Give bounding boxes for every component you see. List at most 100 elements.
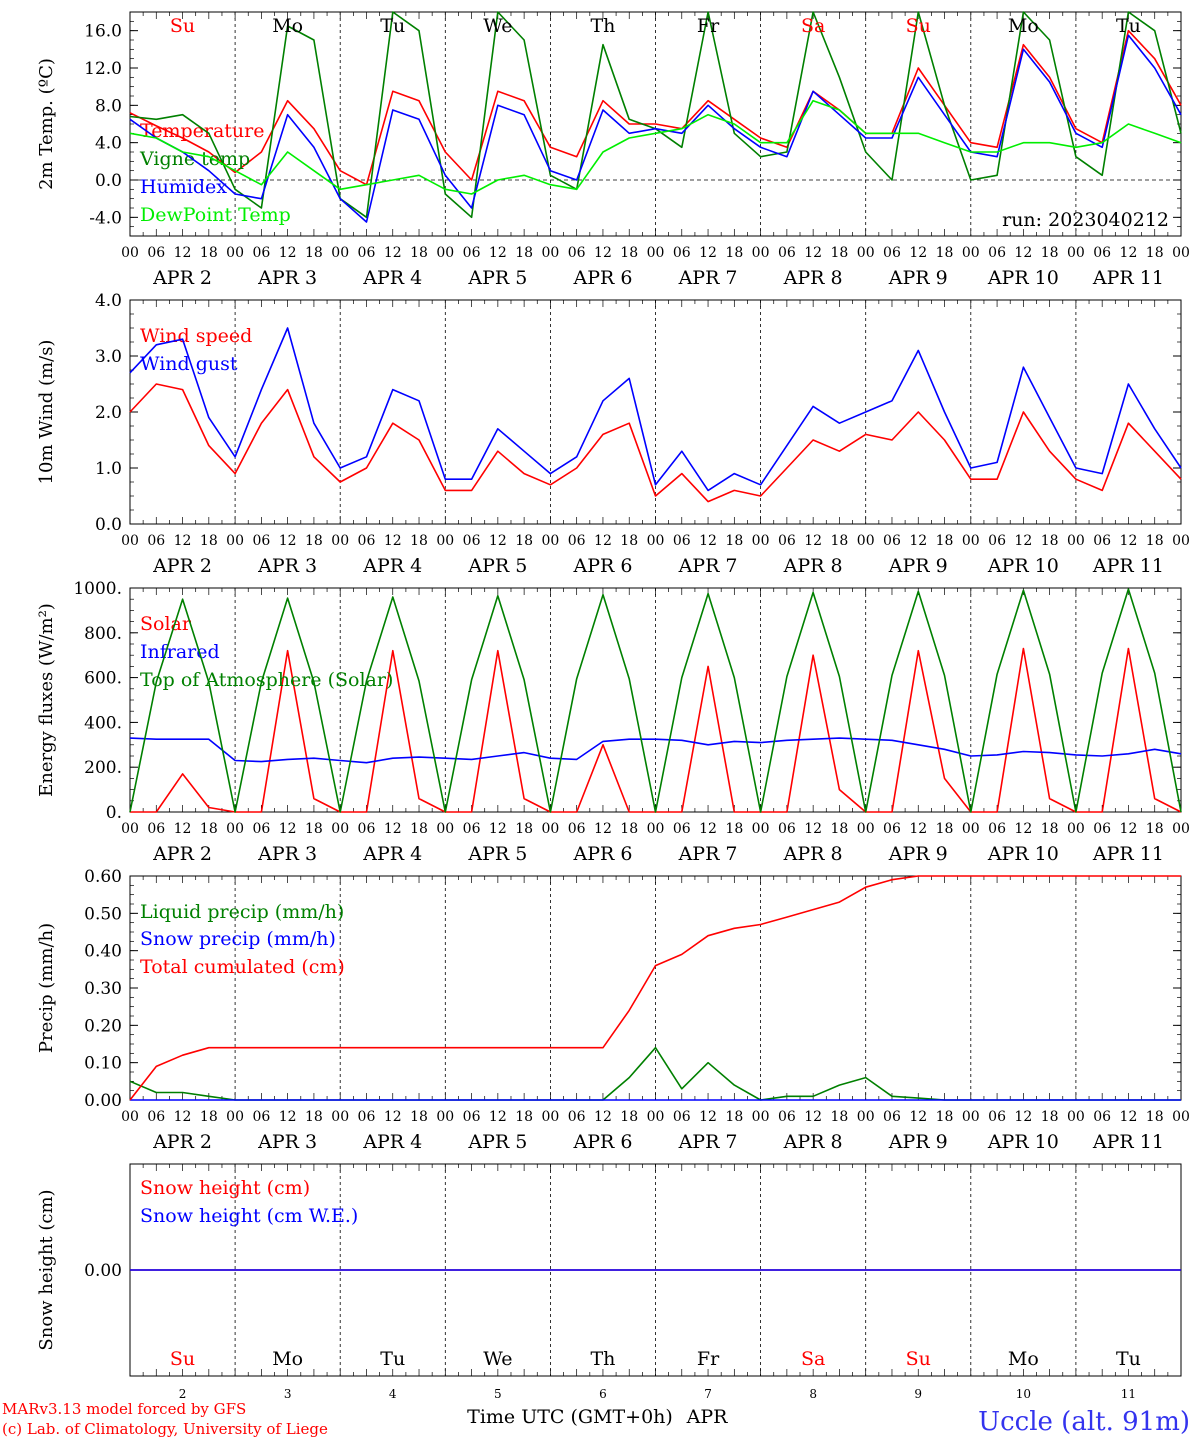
x-date-label: APR 2 <box>152 267 212 289</box>
x-hour-label: 06 <box>463 1109 481 1125</box>
x-hour-label: 06 <box>673 821 691 837</box>
x-hour-label: 12 <box>699 245 717 261</box>
x-hour-label: 06 <box>778 1109 796 1125</box>
x-hour-label: 00 <box>541 1109 559 1125</box>
series-line-0 <box>129 383 1182 503</box>
legend-entry: Snow height (cm W.E.) <box>140 1205 358 1227</box>
x-date-label: APR 11 <box>1092 843 1164 865</box>
x-date-label: APR 8 <box>783 267 843 289</box>
x-hour-label: 06 <box>883 245 901 261</box>
x-date-label: APR 8 <box>783 1131 843 1153</box>
top-day-label: Tu <box>1116 15 1141 37</box>
x-hour-label: 12 <box>279 245 297 261</box>
x-hour-label: 06 <box>988 1109 1006 1125</box>
x-hour-label: 18 <box>1146 821 1164 837</box>
x-hour-label: 00 <box>1067 533 1085 549</box>
x-hour-label: 18 <box>620 1109 638 1125</box>
top-day-label: Th <box>590 15 615 37</box>
x-hour-label: 06 <box>778 821 796 837</box>
x-date-label: APR 11 <box>1092 1131 1164 1153</box>
x-hour-label: 06 <box>147 1109 165 1125</box>
run-label: run: 2023040212 <box>1002 209 1169 231</box>
x-hour-label: 00 <box>752 245 770 261</box>
y-tick-label: 400. <box>84 713 122 733</box>
x-hour-label: 12 <box>174 245 192 261</box>
x-hour-label: 06 <box>883 821 901 837</box>
x-hour-label: 06 <box>358 533 376 549</box>
x-hour-label: 00 <box>121 245 139 261</box>
x-hour-label: 00 <box>226 821 244 837</box>
x-hour-label: 00 <box>1172 821 1190 837</box>
x-hour-label: 00 <box>331 533 349 549</box>
x-hour-label: 18 <box>1146 533 1164 549</box>
x-hour-label: 06 <box>568 821 586 837</box>
x-date-label: APR 10 <box>987 843 1059 865</box>
x-hour-label: 00 <box>121 1109 139 1125</box>
bottom-day-number: 4 <box>389 1387 397 1401</box>
x-hour-label: 18 <box>200 245 218 261</box>
series-line-1 <box>129 327 1182 492</box>
x-hour-label: 18 <box>620 533 638 549</box>
x-hour-label: 12 <box>909 1109 927 1125</box>
bottom-day-label: Su <box>906 1348 931 1370</box>
x-hour-label: 18 <box>410 821 428 837</box>
x-hour-label: 00 <box>1172 533 1190 549</box>
bottom-day-number: 8 <box>809 1387 817 1401</box>
x-hour-label: 06 <box>147 821 165 837</box>
x-date-label: APR 4 <box>362 267 422 289</box>
x-hour-label: 18 <box>620 821 638 837</box>
x-date-label: APR 6 <box>572 1131 632 1153</box>
legend-entry: Infrared <box>140 641 220 663</box>
lab-credit: (c) Lab. of Climatology, University of L… <box>2 1420 328 1438</box>
x-hour-label: 00 <box>752 533 770 549</box>
x-hour-label: 12 <box>594 533 612 549</box>
x-hour-label: 06 <box>358 1109 376 1125</box>
y-tick-label: 0.0 <box>95 171 122 191</box>
series-line-2 <box>129 588 1182 813</box>
plot-frame-2 <box>129 587 1182 813</box>
x-hour-label: 18 <box>831 245 849 261</box>
x-hour-label: 18 <box>831 1109 849 1125</box>
bottom-day-number: 7 <box>704 1387 712 1401</box>
x-hour-label: 12 <box>279 533 297 549</box>
series-line-2 <box>129 875 1181 1101</box>
x-date-label: APR 3 <box>257 555 317 577</box>
x-hour-label: 06 <box>1093 1109 1111 1125</box>
top-day-label: Mo <box>1008 15 1039 37</box>
x-hour-label: 00 <box>541 533 559 549</box>
x-hour-label: 00 <box>331 821 349 837</box>
x-hour-label: 12 <box>174 821 192 837</box>
series-line-1 <box>129 737 1182 764</box>
x-hour-label: 12 <box>384 533 402 549</box>
x-hour-label: 12 <box>699 533 717 549</box>
x-date-label: APR 9 <box>888 843 948 865</box>
x-hour-label: 18 <box>305 1109 323 1125</box>
x-hour-label: 18 <box>725 1109 743 1125</box>
x-hour-label: 18 <box>305 533 323 549</box>
x-hour-label: 06 <box>147 245 165 261</box>
x-hour-label: 12 <box>594 1109 612 1125</box>
x-hour-label: 06 <box>673 245 691 261</box>
x-hour-label: 18 <box>725 245 743 261</box>
x-date-label: APR 4 <box>362 1131 422 1153</box>
x-hour-label: 18 <box>515 1109 533 1125</box>
x-hour-label: 12 <box>384 821 402 837</box>
bottom-day-label: We <box>483 1348 512 1370</box>
x-hour-label: 12 <box>279 821 297 837</box>
x-hour-label: 12 <box>384 1109 402 1125</box>
x-date-label: APR 2 <box>152 1131 212 1153</box>
bottom-day-label: Th <box>590 1348 615 1370</box>
x-hour-label: 00 <box>857 245 875 261</box>
x-hour-label: 18 <box>1041 533 1059 549</box>
x-hour-label: 00 <box>647 533 665 549</box>
series-line-0 <box>129 29 1182 186</box>
x-hour-label: 00 <box>1172 245 1190 261</box>
x-hour-label: 06 <box>463 245 481 261</box>
legend-entry: Snow height (cm) <box>140 1177 310 1199</box>
x-date-label: APR 5 <box>467 267 527 289</box>
x-hour-label: 06 <box>463 533 481 549</box>
x-hour-label: 06 <box>778 245 796 261</box>
x-hour-label: 18 <box>515 245 533 261</box>
top-day-label: Tu <box>380 15 405 37</box>
